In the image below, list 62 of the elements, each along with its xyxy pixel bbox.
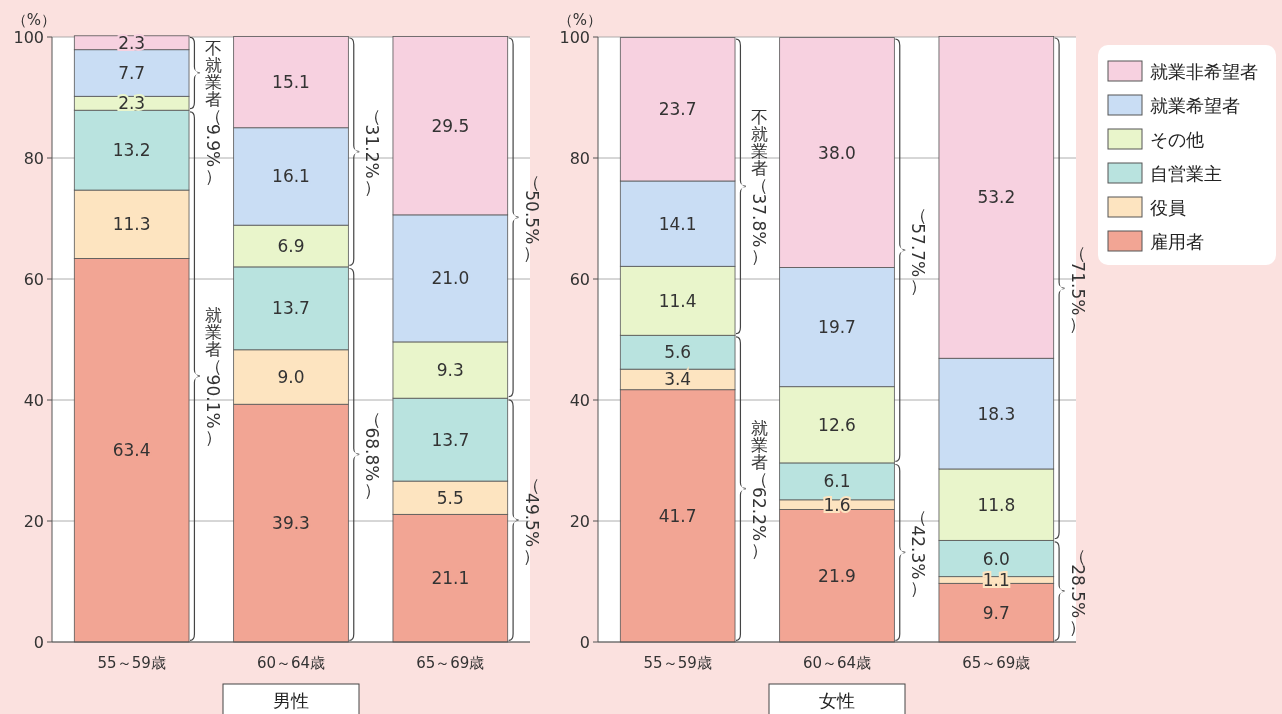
y-tick-label: 40 bbox=[23, 391, 44, 410]
data-label: 2.3 bbox=[118, 32, 146, 53]
data-label: 11.3 bbox=[112, 214, 151, 235]
legend-label: 雇用者 bbox=[1150, 231, 1204, 252]
x-axis-title: 女性 bbox=[819, 690, 855, 711]
data-label: 29.5 bbox=[431, 115, 470, 136]
legend-label: 就業希望者 bbox=[1150, 95, 1240, 116]
y-tick-label: 20 bbox=[569, 512, 590, 531]
x-tick-label: 55～59歳 bbox=[97, 654, 166, 672]
data-label: 5.6 bbox=[664, 342, 692, 363]
y-tick-label: 60 bbox=[23, 270, 44, 289]
data-label: 11.8 bbox=[977, 494, 1016, 515]
data-label: 53.2 bbox=[977, 187, 1016, 208]
data-label: 7.7 bbox=[118, 63, 146, 83]
data-label: 11.4 bbox=[658, 290, 697, 311]
y-tick-label: 80 bbox=[23, 149, 44, 168]
x-axis-title: 男性 bbox=[273, 690, 309, 711]
data-label: 23.7 bbox=[658, 99, 697, 120]
data-label: 9.0 bbox=[277, 367, 305, 388]
y-tick-label: 0 bbox=[579, 633, 590, 652]
y-tick-label: 80 bbox=[569, 149, 590, 168]
x-tick-label: 65～69歳 bbox=[962, 654, 1031, 672]
data-label: 19.7 bbox=[818, 317, 856, 338]
data-label: 39.3 bbox=[272, 513, 310, 534]
data-label: 3.4 bbox=[664, 369, 692, 390]
y-tick-label: 60 bbox=[569, 270, 590, 289]
data-label: 63.4 bbox=[112, 440, 151, 461]
data-label: 6.9 bbox=[277, 236, 305, 257]
y-tick-label: 20 bbox=[23, 512, 44, 531]
y-axis-title: （%） bbox=[11, 11, 57, 29]
data-label: 18.3 bbox=[977, 403, 1016, 424]
data-label: 38.0 bbox=[818, 142, 856, 163]
data-label: 9.7 bbox=[982, 602, 1010, 623]
data-label: 21.9 bbox=[818, 565, 856, 586]
y-tick-label: 0 bbox=[33, 633, 44, 652]
data-label: 6.0 bbox=[982, 548, 1010, 569]
legend-label: 自営業主 bbox=[1150, 163, 1222, 184]
data-label: 13.7 bbox=[272, 298, 310, 319]
data-label: 2.3 bbox=[118, 93, 146, 114]
data-label: 13.2 bbox=[112, 140, 151, 161]
data-label: 9.3 bbox=[436, 360, 464, 381]
data-label: 13.7 bbox=[431, 429, 470, 450]
x-tick-label: 60～64歳 bbox=[256, 654, 326, 672]
data-label: 6.1 bbox=[823, 471, 851, 492]
data-label: 12.6 bbox=[818, 414, 856, 435]
legend-label: 役員 bbox=[1150, 197, 1186, 218]
data-label: 16.1 bbox=[272, 166, 310, 187]
data-label: 41.7 bbox=[658, 505, 697, 526]
data-label: 15.1 bbox=[272, 72, 310, 93]
x-tick-label: 55～59歳 bbox=[643, 654, 712, 672]
y-tick-label: 100 bbox=[13, 28, 44, 47]
legend-label: その他 bbox=[1150, 129, 1204, 150]
data-label: 21.1 bbox=[431, 568, 470, 589]
data-label: 5.5 bbox=[436, 487, 464, 508]
legend-label: 就業非希望者 bbox=[1150, 61, 1258, 82]
y-tick-label: 100 bbox=[559, 28, 590, 47]
data-label: 14.1 bbox=[658, 213, 697, 234]
x-tick-label: 60～64歳 bbox=[802, 654, 872, 672]
x-tick-label: 65～69歳 bbox=[416, 654, 485, 672]
y-tick-label: 40 bbox=[569, 391, 590, 410]
data-label: 21.0 bbox=[431, 268, 470, 289]
y-axis-title: （%） bbox=[557, 11, 603, 29]
